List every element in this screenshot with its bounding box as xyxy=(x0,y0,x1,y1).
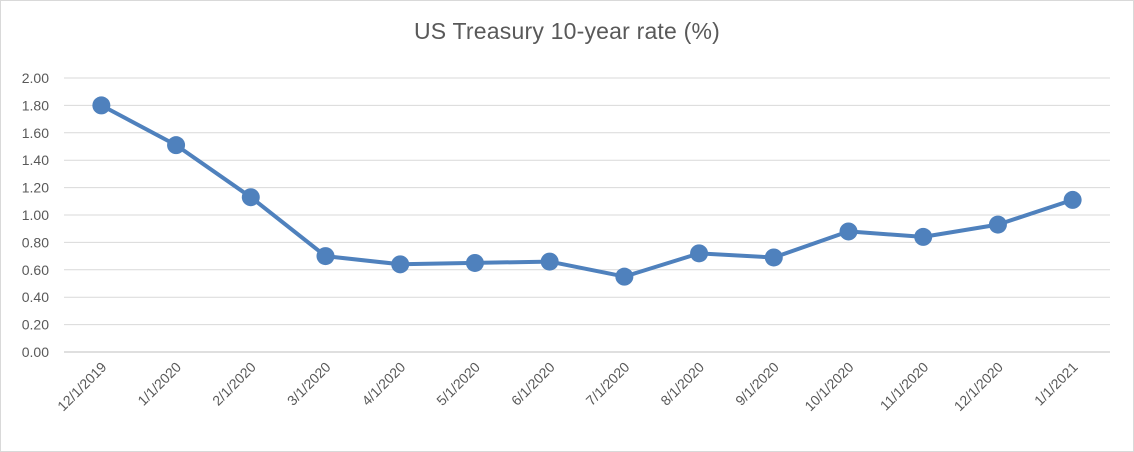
x-tick-label: 1/1/2021 xyxy=(1031,359,1081,409)
y-tick-label: 0.00 xyxy=(22,344,49,360)
x-tick-label: 7/1/2020 xyxy=(583,359,633,409)
x-tick-label: 2/1/2020 xyxy=(209,359,259,409)
data-point xyxy=(914,227,933,246)
data-point xyxy=(167,136,186,155)
data-point xyxy=(92,96,111,115)
y-tick-label: 0.80 xyxy=(22,234,49,250)
data-point xyxy=(465,253,484,272)
x-tick-label: 5/1/2020 xyxy=(433,359,483,409)
y-tick-label: 1.60 xyxy=(22,125,49,141)
y-tick-label: 0.40 xyxy=(22,289,49,305)
data-point xyxy=(615,267,634,286)
y-tick-label: 1.40 xyxy=(22,152,49,168)
data-point xyxy=(1063,190,1082,209)
x-tick-label: 3/1/2020 xyxy=(284,359,334,409)
data-point xyxy=(316,247,335,266)
x-tick-label: 11/1/2020 xyxy=(877,359,932,414)
y-tick-label: 2.00 xyxy=(22,70,49,86)
series-line xyxy=(99,103,1075,279)
data-point xyxy=(764,248,783,267)
x-tick-label: 8/1/2020 xyxy=(657,359,707,409)
data-point xyxy=(241,188,260,207)
x-tick-label: 9/1/2020 xyxy=(732,359,782,409)
x-tick-label: 12/1/2020 xyxy=(951,359,1007,415)
data-point xyxy=(988,215,1007,234)
data-point xyxy=(391,255,410,274)
data-point xyxy=(690,244,709,263)
x-tick-label: 6/1/2020 xyxy=(508,359,558,409)
data-point xyxy=(839,222,858,241)
x-tick-label: 12/1/2019 xyxy=(54,359,110,415)
x-tick-label: 4/1/2020 xyxy=(358,359,408,409)
y-tick-label: 1.20 xyxy=(22,180,49,196)
y-tick-label: 0.20 xyxy=(22,317,49,333)
x-tick-label: 10/1/2020 xyxy=(801,359,857,415)
y-tick-label: 0.60 xyxy=(22,262,49,278)
data-point xyxy=(540,252,559,271)
y-tick-label: 1.00 xyxy=(22,207,49,223)
x-tick-label: 1/1/2020 xyxy=(134,359,184,409)
chart-title: US Treasury 10-year rate (%) xyxy=(414,18,720,44)
y-tick-label: 1.80 xyxy=(22,97,49,113)
